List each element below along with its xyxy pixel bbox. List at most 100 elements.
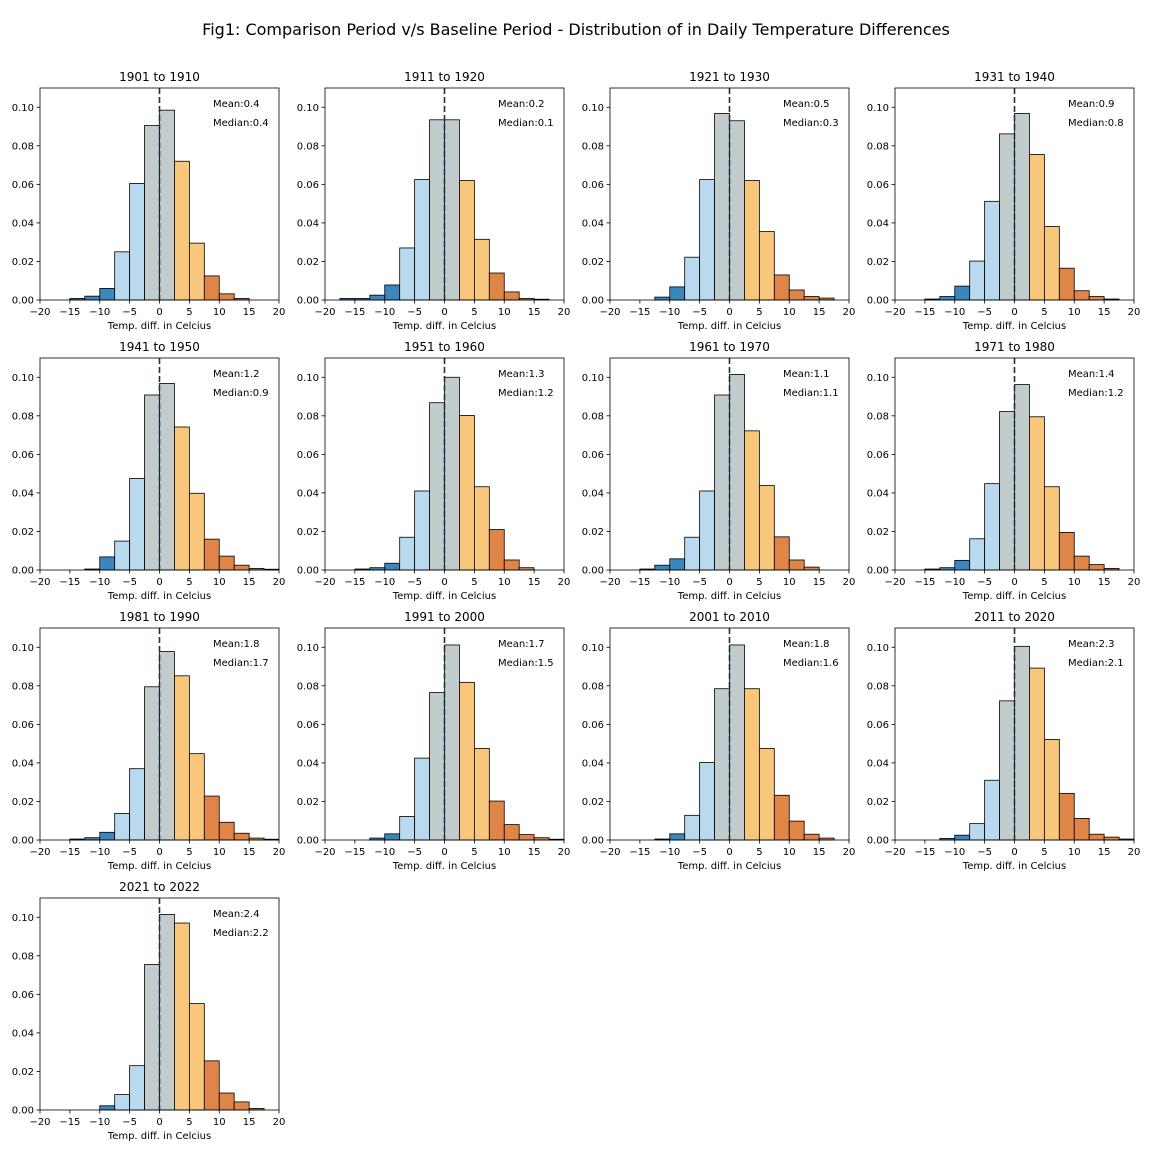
x-tick-label: 10 xyxy=(498,577,511,588)
panel-title: 1981 to 1990 xyxy=(119,610,200,624)
y-tick-label: 0.02 xyxy=(297,797,319,808)
histogram-bar xyxy=(1073,555,1090,571)
median-annotation: Median:0.3 xyxy=(783,118,839,129)
histogram-bar xyxy=(203,538,220,571)
x-axis-label: Temp. diff. in Celcius xyxy=(392,321,496,332)
mean-annotation: Mean:0.4 xyxy=(213,99,260,110)
histogram-bar xyxy=(954,559,971,571)
histogram-bar xyxy=(729,644,745,841)
y-tick-label: 0.08 xyxy=(582,681,604,692)
x-tick-label: 0 xyxy=(441,307,447,318)
x-tick-label: −15 xyxy=(629,307,650,318)
x-axis-label: Temp. diff. in Celcius xyxy=(677,321,781,332)
x-tick-label: 5 xyxy=(471,577,477,588)
median-annotation: Median:2.2 xyxy=(213,928,269,939)
histogram-bar xyxy=(188,492,205,571)
histogram-bar xyxy=(714,113,730,301)
y-tick-label: 0.08 xyxy=(582,141,604,152)
histogram-bar xyxy=(1088,833,1105,841)
histogram-bar xyxy=(518,834,535,841)
x-tick-label: 10 xyxy=(1068,307,1081,318)
y-tick-label: 0.08 xyxy=(867,411,889,422)
y-tick-label: 0.10 xyxy=(582,373,604,384)
y-tick-label: 0.00 xyxy=(867,296,889,307)
x-tick-label: 20 xyxy=(558,847,571,858)
x-tick-label: −20 xyxy=(599,577,620,588)
y-tick-label: 0.04 xyxy=(297,218,319,229)
histogram-bar xyxy=(999,411,1015,571)
x-tick-label: 10 xyxy=(783,307,796,318)
y-tick-label: 0.00 xyxy=(297,566,319,577)
figure-title: Fig1: Comparison Period v/s Baseline Per… xyxy=(202,20,950,39)
histogram-bar xyxy=(669,286,686,301)
y-tick-label: 0.02 xyxy=(582,797,604,808)
x-tick-label: −15 xyxy=(59,577,80,588)
x-tick-label: 0 xyxy=(1011,307,1017,318)
x-tick-label: 15 xyxy=(243,847,256,858)
y-tick-label: 0.02 xyxy=(867,527,889,538)
histogram-bar xyxy=(233,564,250,571)
x-tick-label: −5 xyxy=(977,577,992,588)
histogram-bar xyxy=(1014,645,1030,841)
panel-title: 1991 to 2000 xyxy=(404,610,485,624)
median-annotation: Median:1.2 xyxy=(498,388,554,399)
y-tick-label: 0.02 xyxy=(867,797,889,808)
histogram-bar xyxy=(1058,532,1075,571)
x-tick-label: 20 xyxy=(273,307,286,318)
histogram-panel: 1931 to 1940 −20 −15 −10 −5 0 5 10 15 20 0.00 0.02 0… xyxy=(867,70,1141,332)
histogram-panel: 2001 to 2010 −20 −15 −10 −5 0 5 10 15 20 0.00 0.02 0… xyxy=(582,610,856,872)
histogram-bar xyxy=(1073,818,1090,841)
histogram-bar xyxy=(654,564,671,571)
x-tick-label: 5 xyxy=(756,307,762,318)
x-axis-label: Temp. diff. in Celcius xyxy=(107,861,211,872)
histogram-bar xyxy=(159,383,175,571)
histogram-bar xyxy=(399,816,416,841)
x-tick-label: −10 xyxy=(89,847,110,858)
histogram-bar xyxy=(714,688,730,841)
x-tick-label: −10 xyxy=(89,307,110,318)
histogram-bar xyxy=(684,536,701,571)
x-tick-label: 0 xyxy=(1011,847,1017,858)
histogram-bar xyxy=(803,566,820,571)
y-tick-label: 0.10 xyxy=(582,103,604,114)
histogram-bar xyxy=(159,651,175,841)
x-tick-label: 20 xyxy=(1128,307,1141,318)
x-tick-label: 5 xyxy=(471,307,477,318)
mean-annotation: Mean:0.9 xyxy=(1068,99,1115,110)
x-tick-label: −15 xyxy=(344,577,365,588)
x-tick-label: 20 xyxy=(273,1117,286,1128)
histogram-bar xyxy=(188,242,205,301)
histogram-bar xyxy=(473,238,490,301)
histogram-panel: 1911 to 1920 −20 −15 −10 −5 0 5 10 15 20 0.00 0.02 0… xyxy=(297,70,571,332)
x-tick-label: 0 xyxy=(1011,577,1017,588)
y-tick-label: 0.02 xyxy=(297,527,319,538)
mean-annotation: Mean:1.8 xyxy=(213,639,260,650)
histogram-bar xyxy=(203,1060,220,1111)
x-tick-label: −10 xyxy=(944,847,965,858)
x-tick-label: −20 xyxy=(599,307,620,318)
x-tick-label: −20 xyxy=(29,307,50,318)
histogram-bar xyxy=(384,284,401,301)
x-tick-label: −15 xyxy=(59,1117,80,1128)
histogram-bar xyxy=(729,373,745,571)
x-tick-label: 5 xyxy=(186,577,192,588)
x-tick-label: −5 xyxy=(122,577,137,588)
x-tick-label: −5 xyxy=(977,307,992,318)
histogram-bar xyxy=(174,426,190,571)
x-tick-label: −10 xyxy=(374,847,395,858)
histogram-bar xyxy=(99,1105,116,1111)
y-tick-label: 0.00 xyxy=(12,1106,34,1117)
histogram-panel: 2021 to 2022 −20 −15 −10 −5 0 5 10 15 20 0.00 0.02 0… xyxy=(12,880,286,1142)
histogram-bar xyxy=(1088,296,1105,301)
y-tick-label: 0.08 xyxy=(297,681,319,692)
x-tick-label: −15 xyxy=(344,847,365,858)
y-tick-label: 0.02 xyxy=(582,257,604,268)
y-tick-label: 0.04 xyxy=(582,488,604,499)
histogram-bar xyxy=(159,913,175,1111)
mean-annotation: Mean:2.4 xyxy=(213,909,260,920)
y-tick-label: 0.10 xyxy=(12,103,34,114)
x-tick-label: 0 xyxy=(726,847,732,858)
x-tick-label: 0 xyxy=(441,847,447,858)
x-tick-label: 15 xyxy=(1098,577,1111,588)
histogram-bar xyxy=(144,964,160,1111)
